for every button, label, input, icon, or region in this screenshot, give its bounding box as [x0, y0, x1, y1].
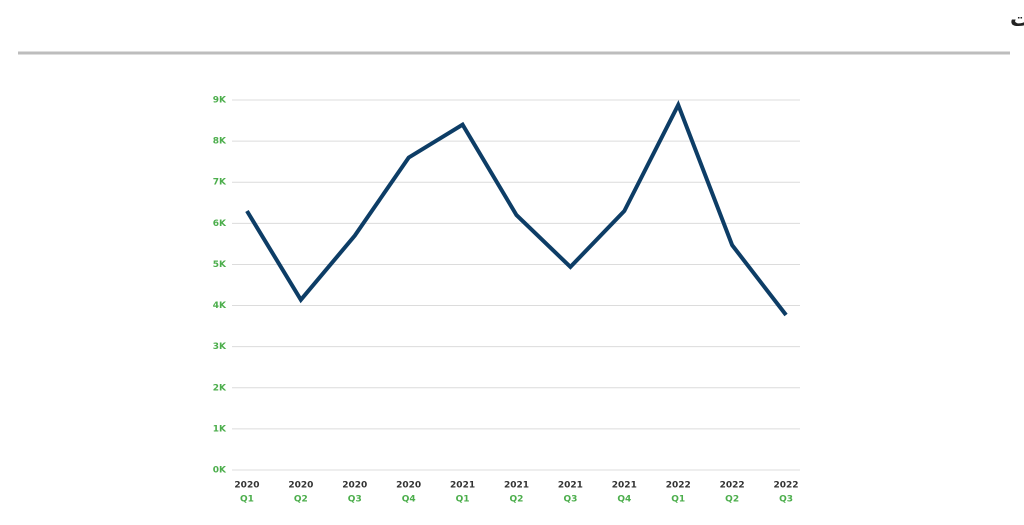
- y-tick-label: 8K: [213, 137, 227, 147]
- x-tick-year: 2022: [666, 481, 691, 491]
- x-tick-quarter: Q3: [348, 495, 362, 505]
- y-tick-label: 0K: [213, 466, 227, 476]
- x-tick-year: 2020: [342, 481, 367, 491]
- x-tick-quarter: Q2: [725, 495, 739, 505]
- x-tick-year: 2022: [720, 481, 745, 491]
- x-tick-year: 2021: [504, 481, 529, 491]
- x-tick-quarter: Q1: [240, 495, 254, 505]
- x-tick-quarter: Q2: [294, 495, 308, 505]
- x-tick-year: 2021: [450, 481, 475, 491]
- y-tick-label: 4K: [213, 301, 227, 311]
- x-tick-quarter: Q4: [402, 495, 416, 505]
- x-tick-year: 2020: [396, 481, 421, 491]
- x-tick-year: 2021: [558, 481, 583, 491]
- x-tick-quarter: Q2: [510, 495, 524, 505]
- y-tick-label: 2K: [213, 383, 227, 393]
- x-tick-quarter: Q1: [456, 495, 470, 505]
- x-tick-quarter: Q1: [671, 495, 685, 505]
- y-tick-label: 1K: [213, 424, 227, 434]
- y-tick-label: 3K: [213, 342, 227, 352]
- y-tick-label: 9K: [213, 96, 227, 106]
- x-tick-quarter: Q4: [617, 495, 631, 505]
- x-tick-year: 2020: [234, 481, 259, 491]
- y-tick-label: 5K: [213, 260, 227, 270]
- x-tick-year: 2022: [774, 481, 799, 491]
- x-tick-year: 2020: [288, 481, 313, 491]
- y-tick-label: 7K: [213, 178, 227, 188]
- x-tick-year: 2021: [612, 481, 637, 491]
- chart-title: عدد الصفقات: [1010, 7, 1024, 31]
- y-tick-label: 6K: [213, 219, 227, 229]
- data-line: [245, 100, 788, 317]
- x-tick-quarter: Q3: [563, 495, 577, 505]
- x-tick-quarter: Q3: [779, 495, 793, 505]
